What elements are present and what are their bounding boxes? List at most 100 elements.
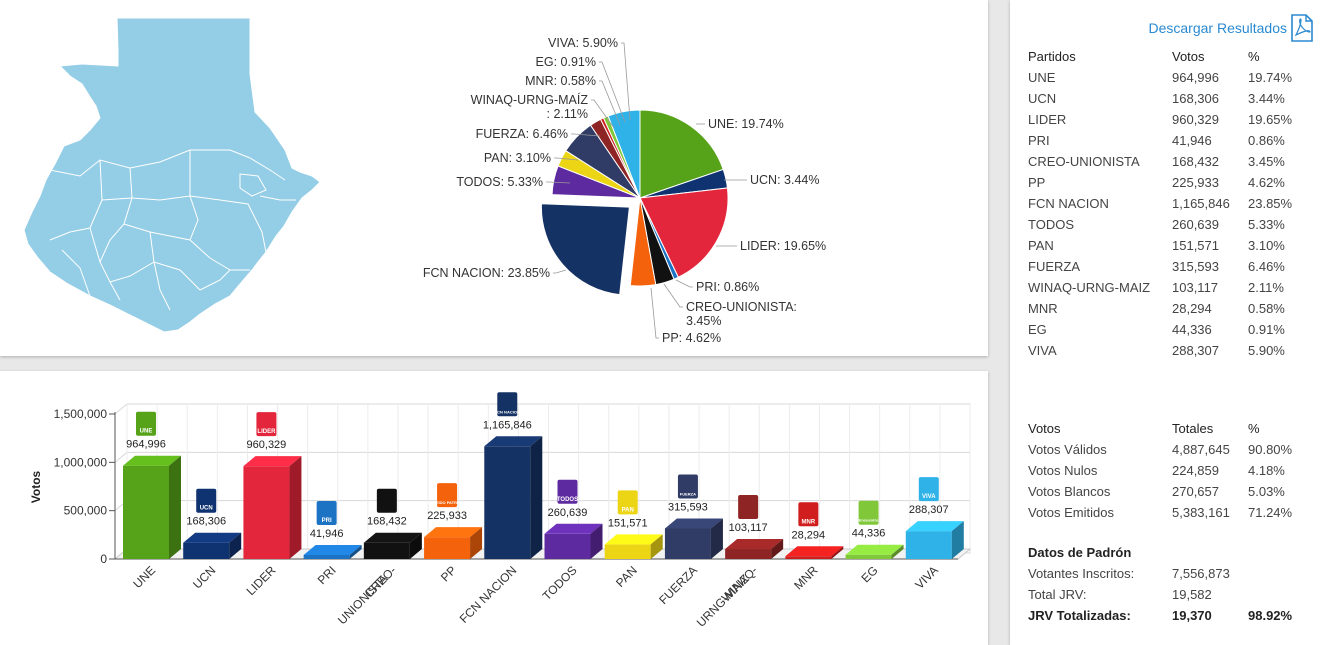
party-logo-text: LIDER	[257, 429, 276, 435]
bar-front[interactable]	[785, 556, 832, 559]
pie-label-eg: EG: 0.91%	[536, 55, 596, 69]
col-header-party: Partidos	[1028, 49, 1076, 64]
bar-side[interactable]	[650, 534, 663, 559]
bar-une[interactable]	[123, 455, 181, 559]
bar-front[interactable]	[664, 528, 711, 559]
x-tick-label-pp: PP	[438, 563, 459, 584]
bar-top[interactable]	[544, 523, 603, 534]
bar-front[interactable]	[183, 542, 230, 559]
bar-top[interactable]	[604, 534, 663, 545]
bar-side[interactable]	[530, 436, 543, 559]
bar-pp[interactable]	[424, 527, 483, 559]
bar-value-label: 151,571	[608, 517, 648, 529]
vote-totals-table: Votos Totales % Votos Válidos 4,887,645 90…	[1028, 418, 1308, 523]
bar-side[interactable]	[470, 527, 483, 559]
bar-top[interactable]	[424, 527, 483, 538]
padron-pct-cell: 98.92%	[1248, 608, 1293, 623]
party-logo-badge	[617, 490, 638, 515]
table-row: Votos Blancos 270,657 5.03%	[1028, 481, 1308, 502]
y-tick-label: 0	[100, 552, 107, 566]
bar-top[interactable]	[725, 539, 784, 550]
bar-side[interactable]	[771, 539, 784, 559]
pie-slice-fcn-nacion[interactable]	[540, 203, 630, 296]
party-logo-text: Encuentro	[859, 518, 879, 523]
bar-top[interactable]	[243, 456, 302, 467]
bar-top[interactable]	[905, 521, 964, 532]
bar-value-label: 315,593	[668, 501, 708, 513]
bar-top[interactable]	[183, 532, 242, 543]
bar-top[interactable]	[303, 544, 362, 555]
pie-slice-une[interactable]	[639, 109, 724, 199]
bar-mnr[interactable]	[785, 546, 844, 559]
col-header-totals: Totales	[1172, 421, 1214, 436]
table-row: CREO-UNIONISTA 168,432 3.45%	[1028, 151, 1308, 172]
table-row: Total JRV: 19,582	[1028, 584, 1308, 605]
pie-leader-line	[553, 269, 567, 274]
bar-top[interactable]	[363, 532, 422, 543]
bar-side[interactable]	[951, 521, 964, 559]
guatemala-map[interactable]	[23, 17, 321, 333]
bar-side[interactable]	[590, 523, 603, 559]
pie-slice-lider[interactable]	[639, 187, 729, 278]
bar-front[interactable]	[725, 549, 772, 559]
party-logo-text: PRI	[322, 518, 332, 524]
bar-front[interactable]	[123, 465, 169, 559]
bar-series: UNE 964,996 UCN 168,306 LIDER 960,329 PRI 41,94…	[123, 392, 964, 559]
bar-top[interactable]	[664, 518, 723, 529]
download-results-link[interactable]: Descargar Resultados	[1148, 14, 1313, 42]
bar-side[interactable]	[169, 455, 181, 559]
bar-front[interactable]	[845, 554, 892, 559]
bar-front[interactable]	[424, 537, 471, 559]
party-logo-badge	[858, 500, 879, 525]
bar-top[interactable]	[785, 546, 844, 557]
total-value-cell: 270,657	[1172, 484, 1219, 499]
map-shape[interactable]	[23, 17, 321, 333]
bar-fuerza[interactable]	[664, 518, 723, 559]
padron-label-cell: JRV Totalizadas:	[1028, 608, 1131, 623]
bar-top[interactable]	[484, 436, 543, 447]
bar-chart: 0 500,000 1,000,000 1,500,000 Votos UNE 964,9…	[29, 392, 972, 630]
bar-viva[interactable]	[905, 521, 964, 559]
bar-side[interactable]	[349, 544, 362, 559]
bar-top[interactable]	[123, 455, 181, 466]
bar-side[interactable]	[289, 456, 302, 559]
bar-side[interactable]	[710, 518, 723, 559]
party-logo-badge	[256, 412, 277, 437]
party-votes-cell: 41,946	[1172, 133, 1212, 148]
bar-front[interactable]	[905, 531, 952, 559]
table-row: FUERZA 315,593 6.46%	[1028, 256, 1308, 277]
bar-top[interactable]	[845, 544, 904, 555]
pie-slice-viva[interactable]	[607, 109, 641, 199]
bar-winaq-urng-maiz[interactable]	[725, 539, 784, 559]
bar-front[interactable]	[544, 533, 591, 559]
table-row: PAN 151,571 3.10%	[1028, 235, 1308, 256]
bar-todos[interactable]	[544, 523, 603, 559]
bar-side[interactable]	[891, 544, 904, 559]
bar-front[interactable]	[484, 446, 531, 559]
bar-creo-unionista[interactable]	[363, 532, 422, 559]
bar-ucn[interactable]	[183, 532, 242, 559]
bar-fcn-nacion[interactable]	[484, 436, 543, 559]
bar-front[interactable]	[303, 554, 350, 559]
party-logo-text: FUERZA	[680, 491, 696, 496]
bar-side[interactable]	[831, 546, 844, 559]
y-tick-label: 1,000,000	[54, 455, 108, 469]
department-borders	[49, 149, 296, 311]
pie-slice-pp[interactable]	[629, 197, 657, 287]
x-tick-label-winaq-urng-maiz: URNG-MAIZ	[694, 572, 752, 630]
party-logo-creo-unionista	[376, 488, 397, 513]
party-pct-cell: 4.62%	[1248, 175, 1285, 190]
bar-pan[interactable]	[604, 534, 663, 559]
bar-side[interactable]	[229, 532, 242, 559]
col-header-totals-pct: %	[1248, 421, 1260, 436]
bar-front[interactable]	[243, 466, 290, 559]
bar-side[interactable]	[409, 532, 422, 559]
pie-label-ucn: UCN: 3.44%	[750, 173, 819, 187]
bar-front[interactable]	[604, 544, 651, 559]
bar-front[interactable]	[363, 542, 410, 559]
x-tick-label-pan: PAN	[613, 563, 640, 590]
bar-lider[interactable]	[243, 456, 302, 559]
party-votes-cell: 28,294	[1172, 301, 1212, 316]
bar-eg[interactable]	[845, 544, 904, 559]
bar-pri[interactable]	[303, 544, 362, 559]
